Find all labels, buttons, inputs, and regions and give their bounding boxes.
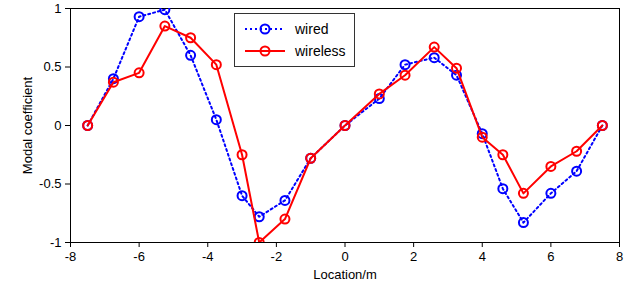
svg-text:-8: -8 <box>65 249 77 264</box>
svg-text:-2: -2 <box>271 249 283 264</box>
svg-text:1: 1 <box>54 1 61 16</box>
svg-text:-0.5: -0.5 <box>39 176 61 191</box>
svg-text:2: 2 <box>410 249 417 264</box>
svg-text:8: 8 <box>616 249 623 264</box>
svg-text:-6: -6 <box>133 249 145 264</box>
svg-text:0: 0 <box>341 249 348 264</box>
svg-text:Location/m: Location/m <box>313 267 377 282</box>
svg-text:-1: -1 <box>50 235 62 250</box>
svg-text:0.5: 0.5 <box>43 59 61 74</box>
svg-text:Modal coefficient: Modal coefficient <box>20 76 35 174</box>
svg-text:-4: -4 <box>202 249 214 264</box>
svg-text:4: 4 <box>479 249 486 264</box>
svg-text:0: 0 <box>54 118 61 133</box>
html-text:wireless: wireless <box>295 43 346 59</box>
svg-text:6: 6 <box>547 249 554 264</box>
html-text:wired: wired <box>295 21 329 37</box>
